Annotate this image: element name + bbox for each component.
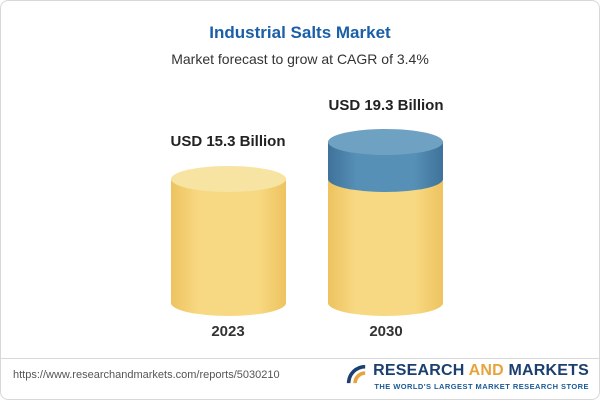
chart-title: Industrial Salts Market: [209, 23, 391, 42]
logo-wordmark: RESEARCH AND MARKETS: [373, 362, 589, 380]
logo-mark-icon: [345, 363, 367, 390]
logo-text: RESEARCH AND MARKETS THE WORLD'S LARGEST…: [373, 362, 589, 391]
bar-2030: [328, 129, 443, 316]
x-axis-label-2023: 2023: [211, 323, 245, 340]
logo-word-research: RESEARCH: [373, 362, 465, 379]
research-and-markets-logo: RESEARCH AND MARKETS THE WORLD'S LARGEST…: [345, 362, 589, 391]
bar-2023-body: [171, 179, 286, 303]
bar-2023-top-ellipse: [171, 166, 286, 192]
bar-2030-top-ellipse: [328, 129, 443, 155]
bar-2030-body: [328, 179, 443, 303]
footer-divider: [1, 358, 599, 359]
value-label-2030: USD 19.3 Billion: [328, 97, 444, 114]
value-label-2023: USD 15.3 Billion: [170, 133, 286, 150]
x-axis-label-2030: 2030: [369, 323, 403, 340]
bar-2023: [171, 166, 286, 316]
logo-word-and: AND: [468, 362, 504, 379]
logo-tagline: THE WORLD'S LARGEST MARKET RESEARCH STOR…: [374, 381, 589, 391]
source-url: https://www.researchandmarkets.com/repor…: [13, 369, 280, 381]
chart-subtitle: Market forecast to grow at CAGR of 3.4%: [171, 51, 429, 67]
logo-word-markets: MARKETS: [508, 362, 589, 379]
